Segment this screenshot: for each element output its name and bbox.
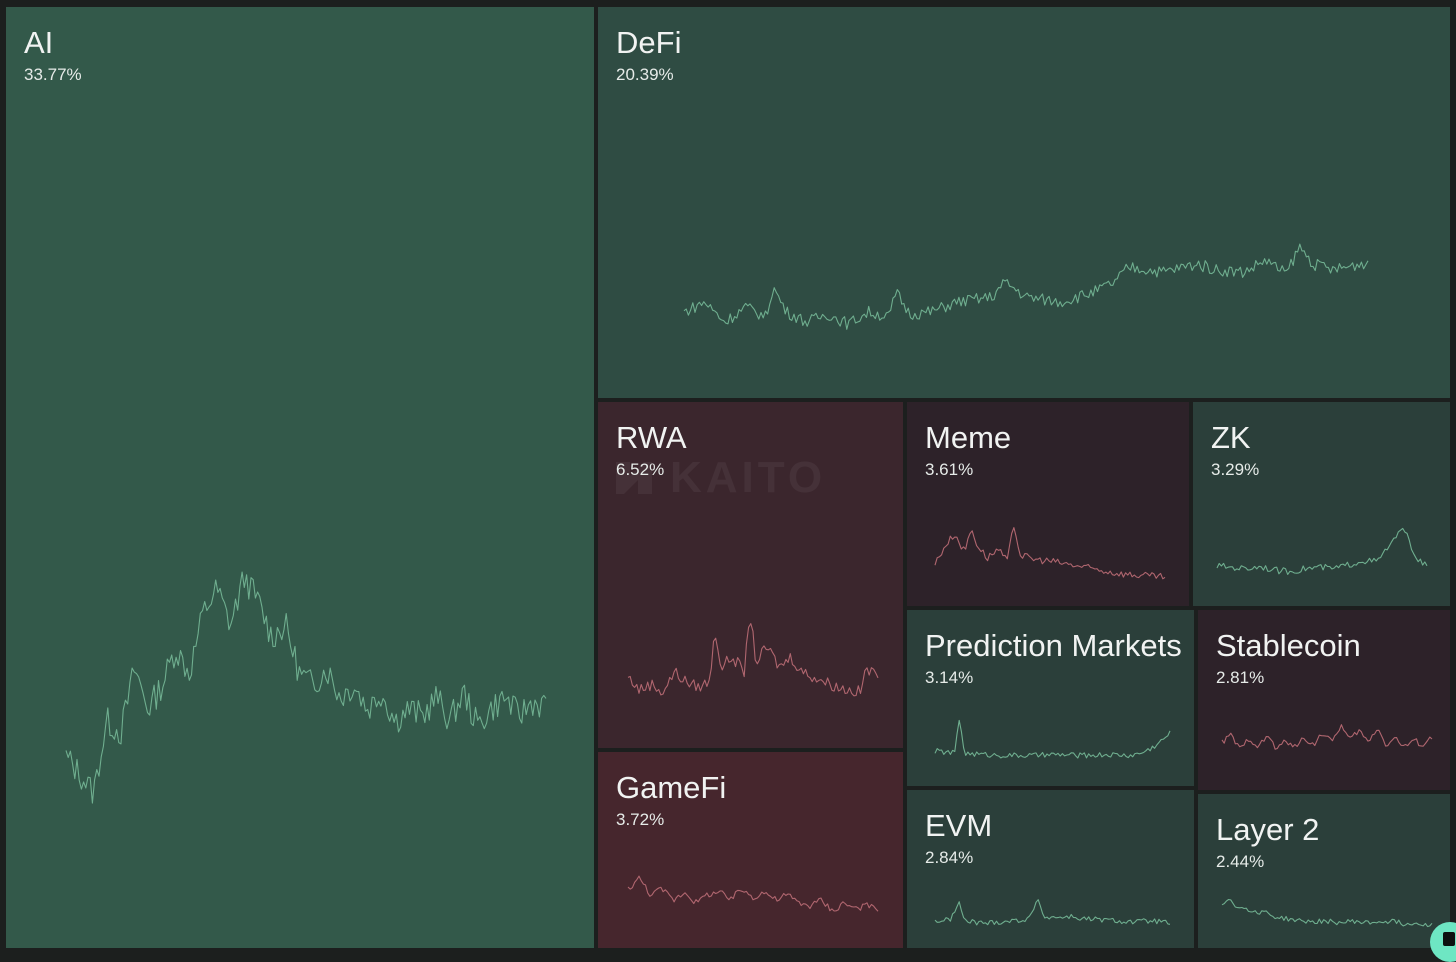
tile-share: 3.61% — [925, 460, 974, 479]
sparkline — [65, 571, 547, 804]
tile-label: RWA — [616, 420, 687, 455]
tile-share: 3.14% — [925, 668, 974, 687]
sparkline — [683, 243, 1369, 330]
sparkline — [934, 527, 1166, 580]
tile-share: 20.39% — [616, 65, 674, 84]
sparkline — [1216, 527, 1428, 575]
tile-label: Prediction Markets — [925, 628, 1182, 663]
sparkline — [1221, 724, 1433, 750]
sparkline-path — [934, 719, 1171, 759]
kaito-logo-icon — [616, 462, 652, 494]
tile-label: Stablecoin — [1216, 628, 1361, 663]
tile-share: 2.81% — [1216, 668, 1265, 687]
tile-prediction-markets[interactable]: Prediction Markets 3.14% — [905, 608, 1196, 788]
tile-label: AI — [24, 25, 54, 60]
tile-stablecoin[interactable]: Stablecoin 2.81% — [1196, 608, 1452, 792]
tile-label: GameFi — [616, 770, 727, 805]
tile-label: EVM — [925, 808, 993, 843]
tile-ai[interactable]: AI 33.77% — [4, 5, 596, 950]
sparkline-path — [1221, 898, 1433, 928]
sparkline — [627, 875, 879, 912]
sparkline — [1221, 898, 1433, 928]
sparkline-path — [1221, 724, 1433, 750]
tile-label: Layer 2 — [1216, 812, 1320, 847]
tile-meme[interactable]: Meme 3.61% — [905, 400, 1191, 608]
sparkline-path — [934, 899, 1171, 926]
sparkline-path — [1216, 527, 1428, 575]
sparkline-path — [934, 527, 1166, 580]
sparkline-path — [627, 623, 879, 697]
kaito-watermark: KAITO — [612, 456, 852, 500]
tile-share: 2.44% — [1216, 852, 1265, 871]
sparkline-path — [65, 571, 547, 804]
watermark-text: KAITO — [670, 453, 827, 502]
tile-layer-2[interactable]: Layer 2 2.44% — [1196, 792, 1452, 950]
tile-gamefi[interactable]: GameFi 3.72% — [596, 750, 905, 950]
sparkline — [627, 623, 879, 697]
tile-defi[interactable]: DeFi 20.39% — [596, 5, 1452, 400]
tile-label: ZK — [1211, 420, 1251, 455]
tile-share: 3.72% — [616, 810, 665, 829]
tile-share: 6.52% — [616, 460, 664, 480]
tile-label: DeFi — [616, 25, 682, 60]
tile-zk[interactable]: ZK 3.29% — [1191, 400, 1452, 608]
sparkline — [934, 899, 1171, 926]
tile-share: 33.77% — [24, 65, 82, 84]
tile-share: 3.29% — [1211, 460, 1260, 479]
tile-evm[interactable]: EVM 2.84% — [905, 788, 1196, 950]
tile-label: Meme — [925, 420, 1012, 455]
sparkline-path — [627, 875, 879, 912]
chat-button[interactable] — [1430, 922, 1456, 962]
tile-rwa[interactable]: RWA 6.52% — [596, 400, 905, 750]
sparkline-path — [683, 243, 1369, 330]
sparkline — [934, 719, 1171, 759]
chat-bubble-icon — [1443, 932, 1455, 946]
tile-share: 2.84% — [925, 848, 974, 867]
